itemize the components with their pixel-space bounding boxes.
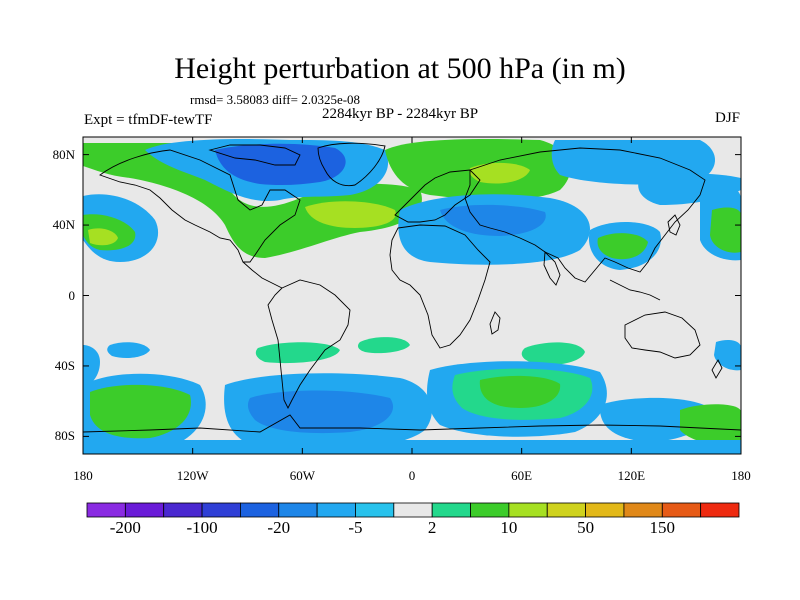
- colorbar-swatch: [316, 502, 356, 518]
- colorbar-swatch: [623, 502, 663, 518]
- anomaly-indian-ocean-high-core: [479, 375, 561, 408]
- coastline-australia: [624, 311, 701, 359]
- coastline-south-america: [267, 279, 351, 410]
- lat-tick-label: 80N: [52, 146, 75, 162]
- anomaly-siberia-high-core: [469, 162, 530, 184]
- colorbar-label: 50: [577, 518, 595, 537]
- coastline-madagascar: [489, 311, 501, 335]
- colorbar-swatch: [124, 502, 165, 518]
- coastlines: [83, 142, 741, 433]
- anomaly-eurasia-low-core: [440, 204, 546, 236]
- coastline-antarctica: [83, 414, 741, 433]
- anomaly-arctic-low: [638, 173, 741, 205]
- anomaly-antarctic-blue: [83, 440, 741, 454]
- anomaly-south-pacific-east: [714, 340, 741, 371]
- map-ticks: [82, 137, 742, 454]
- colorbar-label: 150: [649, 518, 676, 537]
- coastline-europe: [394, 169, 481, 223]
- anomaly-south-atlantic: [357, 337, 410, 354]
- chart-title: Height perturbation at 500 hPa (in m): [174, 52, 626, 85]
- anomaly-layer: [83, 139, 741, 454]
- lat-tick-label: 80S: [54, 428, 75, 444]
- lon-tick-label: 180: [73, 468, 93, 483]
- map-panel: [83, 137, 741, 454]
- season-label: DJF: [714, 110, 740, 126]
- lon-tick-label: 180: [731, 468, 751, 483]
- anomaly-north-america-high: [83, 143, 422, 258]
- lon-tick-label: 0: [408, 468, 416, 483]
- coastline-africa: [389, 224, 491, 349]
- coastline-central-america: [242, 261, 283, 289]
- colorbar-label: -20: [267, 518, 291, 537]
- anomaly-north-pacific-high-core: [88, 228, 118, 246]
- colorbar-swatch: [163, 502, 203, 518]
- coastline-japan: [667, 214, 681, 236]
- lat-tick-label: 0: [68, 287, 76, 303]
- colorbar-label: 10: [500, 518, 518, 537]
- colorbar-swatch: [508, 502, 548, 518]
- anomaly-pacific-east-green: [710, 207, 741, 253]
- colorbar-swatch: [546, 502, 586, 518]
- coastline-arctic-canada: [208, 144, 301, 166]
- coastline-india: [543, 250, 561, 286]
- coastline-greenland: [317, 142, 386, 187]
- colorbar-swatch: [355, 502, 395, 518]
- experiment-label: Expt = tfmDF-tewTF: [84, 112, 213, 128]
- colorbar-swatch: [278, 502, 318, 518]
- colorbar-swatch: [393, 502, 433, 518]
- coastline-southeast-asia: [609, 279, 661, 301]
- period-label: 2284kyr BP - 2284kyr BP: [322, 106, 479, 122]
- coastline-asia: [464, 147, 706, 283]
- colorbar-swatch: [585, 502, 625, 518]
- rmsd-stats: rmsd= 3.58083 diff= 2.0325e-08: [190, 92, 361, 107]
- anomaly-east-asia-high-core: [597, 233, 648, 260]
- colorbar-label: -100: [186, 518, 218, 537]
- coastline-north-america: [99, 149, 301, 263]
- anomaly-south-pacific-west: [83, 345, 100, 388]
- colorbar-swatch: [431, 502, 471, 518]
- colorbar-label: -5: [348, 518, 363, 537]
- colorbar: [86, 502, 740, 518]
- anomaly-north-atlantic-high-core: [305, 201, 396, 228]
- lat-tick-label: 40N: [52, 217, 75, 233]
- colorbar-swatch: [86, 502, 126, 518]
- colorbar-label: -200: [109, 518, 141, 537]
- anomaly-south-east-pacific-high: [680, 404, 741, 446]
- lon-tick-label: 120E: [617, 468, 646, 483]
- colorbar-swatch: [470, 502, 510, 518]
- lon-tick-label: 60W: [289, 468, 315, 483]
- lat-tick-label: 40S: [54, 357, 75, 373]
- colorbar-swatch: [201, 502, 241, 518]
- anomaly-south-pacific-small: [107, 342, 150, 358]
- lon-tick-label: 120W: [176, 468, 209, 483]
- lon-tick-label: 60E: [511, 468, 533, 483]
- colorbar-label: 2: [427, 518, 437, 537]
- anomaly-south-pacific-high-core: [90, 384, 191, 439]
- colorbar-swatch: [700, 502, 740, 518]
- anomaly-siberia-low: [551, 140, 715, 185]
- anomaly-south-indian: [521, 342, 585, 365]
- colorbar-swatch: [661, 502, 702, 518]
- colorbar-swatch: [240, 502, 280, 518]
- coastline-new-zealand: [711, 359, 723, 379]
- anomaly-greenland-low-core: [215, 143, 346, 186]
